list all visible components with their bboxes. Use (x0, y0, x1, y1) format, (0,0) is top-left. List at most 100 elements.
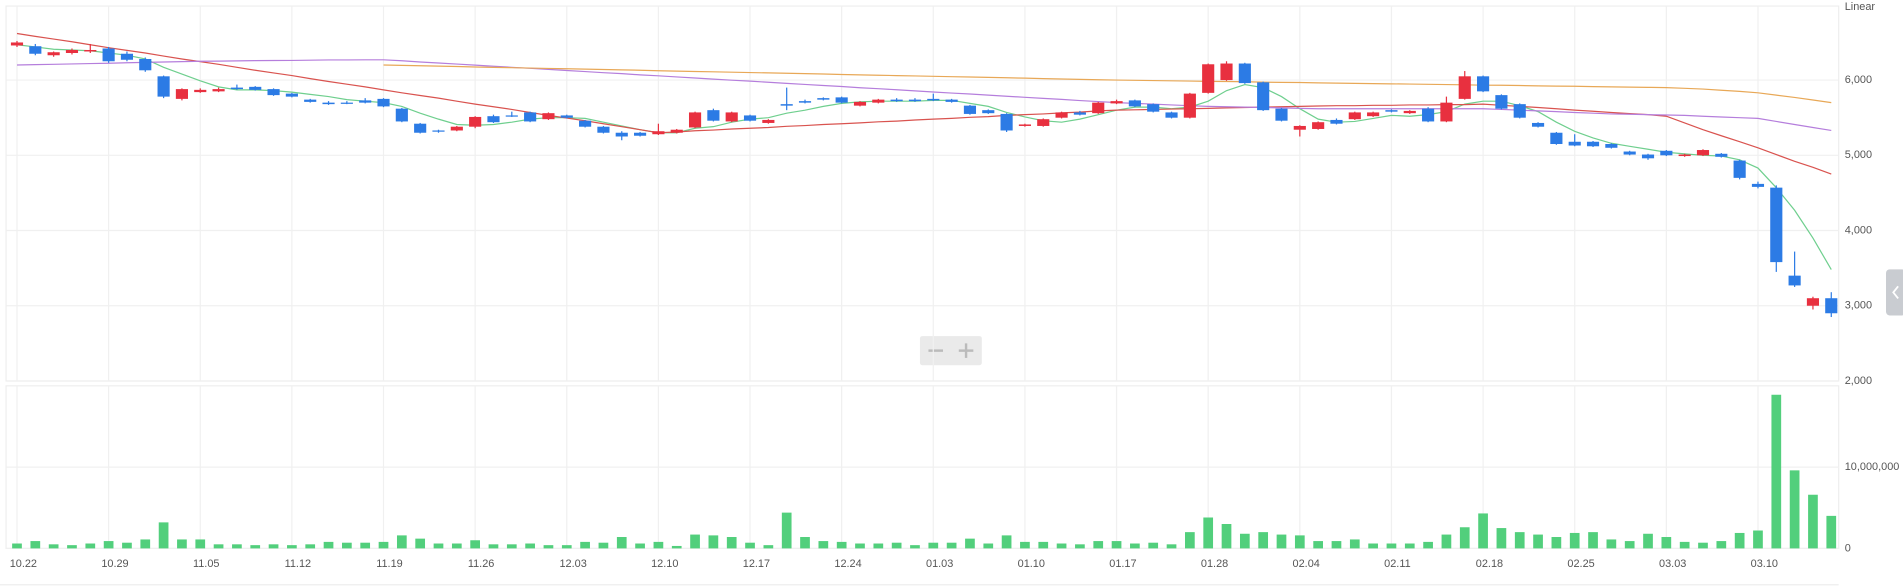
scale-label: Linear (1845, 1, 1876, 13)
y-tick-label: 2,000 (1845, 375, 1872, 387)
volume-bar (1404, 543, 1415, 549)
volume-bar (580, 541, 590, 549)
x-tick-label: 01.10 (1018, 558, 1045, 570)
candle-body (139, 59, 152, 71)
x-tick-label: 12.24 (834, 558, 861, 570)
candle-body (1092, 102, 1105, 114)
x-tick-label: 10.22 (10, 558, 37, 570)
candle-body (1220, 63, 1233, 81)
volume-bar (1221, 524, 1232, 549)
x-tick-label: 01.17 (1109, 558, 1136, 570)
volume-bar (1294, 535, 1305, 549)
volume-bar (1478, 513, 1488, 549)
volume-bar (1130, 543, 1140, 549)
volume-bar (910, 545, 920, 549)
volume-bar (1643, 533, 1653, 549)
volume-bar (1001, 535, 1012, 549)
volume-bar (415, 538, 426, 549)
candle-body (102, 48, 115, 62)
candle-body (175, 89, 188, 99)
moving-average-line (16, 32, 1832, 175)
candle-body (1458, 76, 1471, 99)
y-tick-label: 6,000 (1845, 74, 1872, 86)
candle-body (688, 112, 702, 128)
candle-body (1385, 110, 1398, 112)
y-tick-label: 10,000,000 (1845, 461, 1900, 473)
volume-bar (122, 542, 132, 549)
candle-body (1147, 104, 1160, 112)
volume-bar (1826, 515, 1837, 549)
volume-bar (103, 541, 114, 549)
volume-bar (305, 544, 316, 549)
candle-body (597, 126, 610, 133)
volume-bar (1423, 541, 1433, 549)
candle-body (120, 53, 134, 60)
candle-body (1623, 151, 1636, 155)
candle-body (1568, 141, 1581, 146)
volume-bar (506, 544, 517, 549)
x-tick-label: 12.17 (743, 558, 770, 570)
volume-bar (1789, 470, 1800, 549)
volume-bar (525, 543, 535, 549)
zoom-controls[interactable] (919, 336, 982, 366)
volume-bar (598, 542, 609, 549)
volume-bar (561, 545, 572, 549)
candle-body (1293, 125, 1306, 130)
volume-bar (800, 537, 810, 549)
candle-body (1403, 110, 1416, 114)
x-tick-label: 01.28 (1201, 558, 1228, 570)
volume-bar (195, 539, 206, 549)
candle-body (1055, 112, 1068, 118)
volume-bar (48, 544, 59, 549)
candle-body (505, 115, 518, 117)
candle-body (762, 119, 775, 123)
side-tab-bg[interactable] (1886, 269, 1903, 316)
candle-body (340, 102, 353, 104)
candle-body (1825, 298, 1838, 314)
candle-body (1550, 132, 1563, 145)
volume-bar (1514, 532, 1525, 549)
candle-body (542, 113, 555, 120)
moving-average-line (16, 59, 1832, 132)
volume-bar (1588, 532, 1598, 549)
volume-bar (1148, 542, 1159, 549)
volume-bar (836, 541, 847, 549)
volume-bar (1093, 541, 1104, 549)
volume-bar (287, 545, 297, 549)
volume-bar (1606, 539, 1617, 549)
volume-bar (488, 544, 499, 549)
volume-bar (1716, 541, 1727, 549)
price-pane (5, 5, 1840, 382)
candle-body (47, 52, 60, 56)
volume-bar (1698, 542, 1708, 549)
x-tick-label: 12.03 (559, 558, 586, 570)
candle-body (1660, 150, 1673, 156)
volume-bar (1679, 541, 1690, 549)
volume-bar (140, 539, 151, 549)
x-tick-label: 02.11 (1384, 558, 1410, 570)
volume-bar (177, 539, 187, 549)
candle-body (982, 110, 995, 114)
candle-body (212, 89, 225, 92)
candle-body (1073, 112, 1086, 115)
candle-body (963, 105, 977, 114)
candle-body (432, 130, 445, 132)
volume-bar (268, 544, 279, 549)
candle-body (10, 42, 24, 46)
volume-bar (965, 538, 975, 549)
volume-bar (1056, 543, 1067, 549)
side-tab-arrow[interactable] (1892, 285, 1899, 300)
candle-body (1788, 275, 1801, 286)
x-tick-label: 03.10 (1751, 558, 1778, 570)
side-tab[interactable] (1886, 269, 1903, 316)
volume-bar (67, 545, 77, 549)
candle-body (1715, 153, 1728, 157)
candle-body (29, 46, 42, 54)
candle-body (1110, 101, 1123, 104)
candle-body (743, 115, 757, 121)
volume-bar (543, 545, 554, 549)
volume-bar (653, 541, 664, 549)
volume-bar (1386, 543, 1397, 549)
volume-bar (1185, 532, 1195, 549)
